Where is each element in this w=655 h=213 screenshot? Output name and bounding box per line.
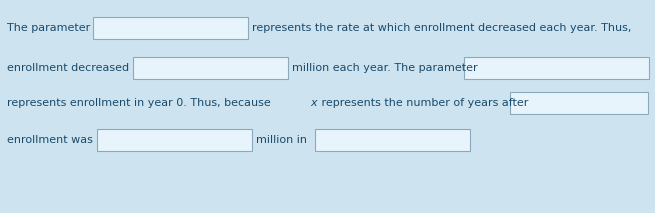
Text: enrollment was: enrollment was [7, 135, 93, 145]
Text: represents enrollment in year 0. Thus, because: represents enrollment in year 0. Thus, b… [7, 98, 274, 108]
Text: represents the rate at which enrollment decreased each year. Thus,: represents the rate at which enrollment … [252, 23, 631, 33]
Text: enrollment decreased: enrollment decreased [7, 63, 129, 73]
FancyBboxPatch shape [133, 57, 288, 79]
FancyBboxPatch shape [315, 129, 470, 151]
FancyBboxPatch shape [97, 129, 252, 151]
Text: x: x [310, 98, 316, 108]
Text: The parameter: The parameter [7, 23, 90, 33]
FancyBboxPatch shape [510, 92, 648, 114]
FancyBboxPatch shape [464, 57, 649, 79]
Text: million in: million in [256, 135, 307, 145]
Text: million each year. The parameter: million each year. The parameter [292, 63, 477, 73]
FancyBboxPatch shape [93, 17, 248, 39]
Text: represents the number of years after: represents the number of years after [318, 98, 529, 108]
